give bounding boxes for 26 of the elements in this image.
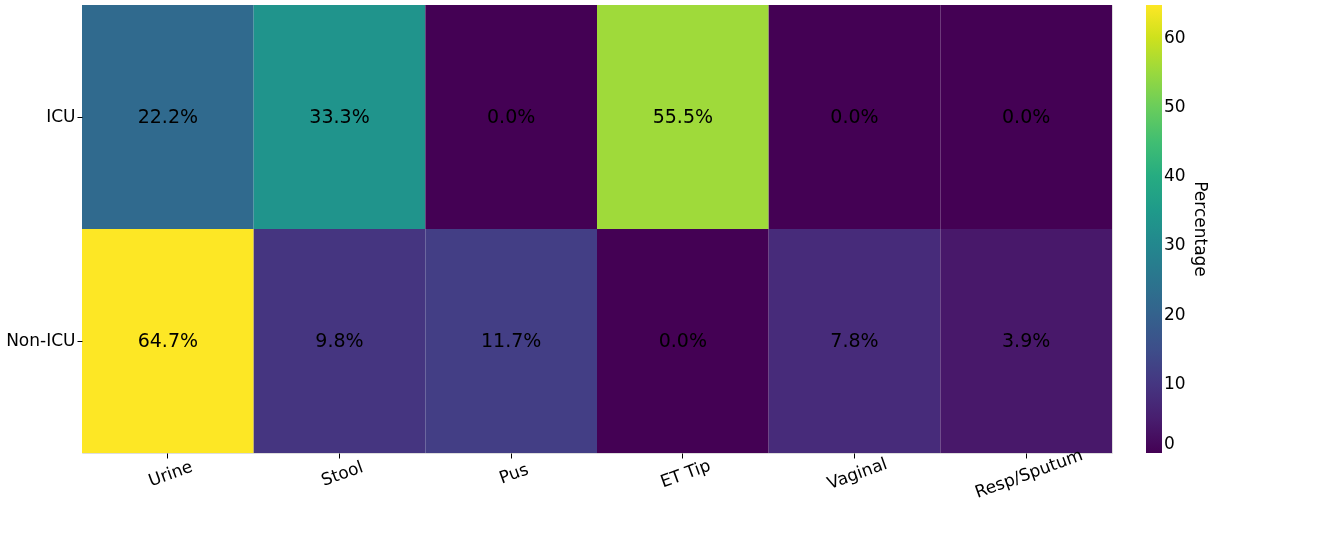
color-bar-label: 10: [1164, 372, 1186, 393]
data-label: 55.5%: [652, 105, 714, 127]
data-label: 3.9%: [1002, 329, 1051, 351]
data-label: 22.2%: [137, 105, 199, 127]
data-label: 7.8%: [830, 329, 879, 351]
color-bar-label: 50: [1164, 95, 1186, 116]
data-label: 0.0%: [830, 105, 879, 127]
color-bar-label: 0: [1164, 433, 1175, 453]
data-label: 0.0%: [487, 105, 536, 127]
color-bar-label: 60: [1164, 26, 1186, 47]
x-tick-label: Stool: [318, 456, 366, 490]
data-label: 64.7%: [137, 329, 199, 351]
color-bar-label: 20: [1164, 303, 1186, 324]
x-tick-label: Urine: [145, 455, 195, 491]
x-tick-label: ET Tip: [657, 454, 714, 492]
y-tick-label: ICU: [46, 106, 76, 126]
x-tick-label: Pus: [496, 458, 532, 488]
data-label: 11.7%: [480, 329, 542, 351]
y-tick-label: Non-ICU: [6, 330, 76, 350]
data-label: 0.0%: [1002, 105, 1051, 127]
data-label: 9.8%: [315, 329, 364, 351]
data-label: 33.3%: [309, 105, 370, 127]
color-bar-label: 40: [1164, 165, 1186, 186]
data-label: 0.0%: [658, 329, 707, 351]
color-bar-title: Percentage: [1191, 181, 1211, 277]
color-bar-label: 30: [1164, 234, 1186, 255]
